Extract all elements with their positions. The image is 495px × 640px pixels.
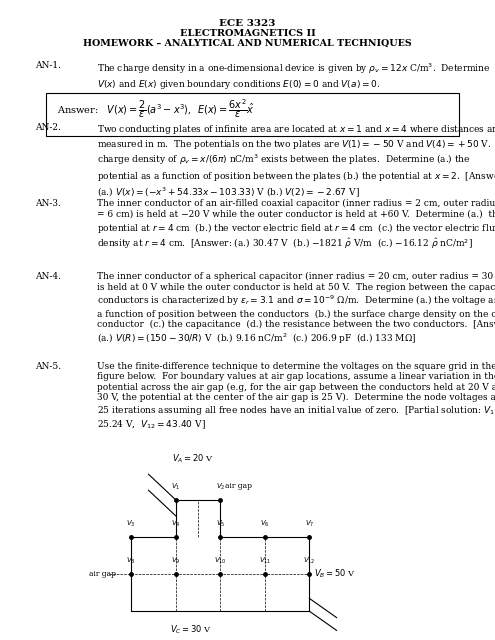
Text: The charge density in a one-dimensional device is given by $\rho_v = 12x$ C/m$^3: The charge density in a one-dimensional … bbox=[97, 61, 490, 91]
Text: $V_{11}$: $V_{11}$ bbox=[258, 556, 271, 566]
Text: AN-3.: AN-3. bbox=[35, 199, 60, 208]
Text: ELECTROMAGNETICS II: ELECTROMAGNETICS II bbox=[180, 29, 315, 38]
Text: AN-5.: AN-5. bbox=[35, 362, 61, 371]
Text: ECE 3323: ECE 3323 bbox=[219, 19, 276, 28]
Text: air gap: air gap bbox=[225, 483, 252, 490]
Text: The inner conductor of a spherical capacitor (inner radius = 20 cm, outer radius: The inner conductor of a spherical capac… bbox=[97, 272, 495, 346]
Text: Answer:   $V(x) = \dfrac{2}{\varepsilon}(a^3 - x^3)$,  $E(x) = \dfrac{6x^2}{\var: Answer: $V(x) = \dfrac{2}{\varepsilon}(a… bbox=[57, 97, 254, 120]
Text: $V_3$: $V_3$ bbox=[126, 519, 136, 529]
FancyBboxPatch shape bbox=[46, 93, 459, 136]
Text: $V_9$: $V_9$ bbox=[171, 556, 181, 566]
Text: Use the finite-difference technique to determine the voltages on the square grid: Use the finite-difference technique to d… bbox=[97, 362, 495, 431]
Text: $V_C = 30$ V: $V_C = 30$ V bbox=[170, 624, 211, 637]
Text: $V_2$: $V_2$ bbox=[215, 482, 225, 492]
Text: The inner conductor of an air-filled coaxial capacitor (inner radius = 2 cm, out: The inner conductor of an air-filled coa… bbox=[97, 199, 495, 252]
Text: AN-2.: AN-2. bbox=[35, 123, 60, 132]
Text: AN-4.: AN-4. bbox=[35, 272, 61, 281]
Text: $V_A = 20$ V: $V_A = 20$ V bbox=[172, 452, 214, 465]
Text: $V_1$: $V_1$ bbox=[171, 482, 181, 492]
Text: $V_7$: $V_7$ bbox=[304, 519, 314, 529]
Text: AN-1.: AN-1. bbox=[35, 61, 61, 70]
Text: $V_{10}$: $V_{10}$ bbox=[214, 556, 227, 566]
Text: $V_5$: $V_5$ bbox=[215, 519, 225, 529]
Text: $V_{12}$: $V_{12}$ bbox=[303, 556, 316, 566]
Text: Two conducting plates of infinite area are located at $x = 1$ and $x = 4$ where : Two conducting plates of infinite area a… bbox=[97, 123, 495, 199]
Text: $V_6$: $V_6$ bbox=[260, 519, 270, 529]
Text: HOMEWORK – ANALYTICAL AND NUMERICAL TECHNIQUES: HOMEWORK – ANALYTICAL AND NUMERICAL TECH… bbox=[83, 38, 412, 47]
Text: $V_8$: $V_8$ bbox=[126, 556, 136, 566]
Text: air gap: air gap bbox=[89, 570, 116, 578]
Text: $V_4$: $V_4$ bbox=[171, 519, 181, 529]
Text: $V_B = 50$ V: $V_B = 50$ V bbox=[314, 568, 356, 580]
